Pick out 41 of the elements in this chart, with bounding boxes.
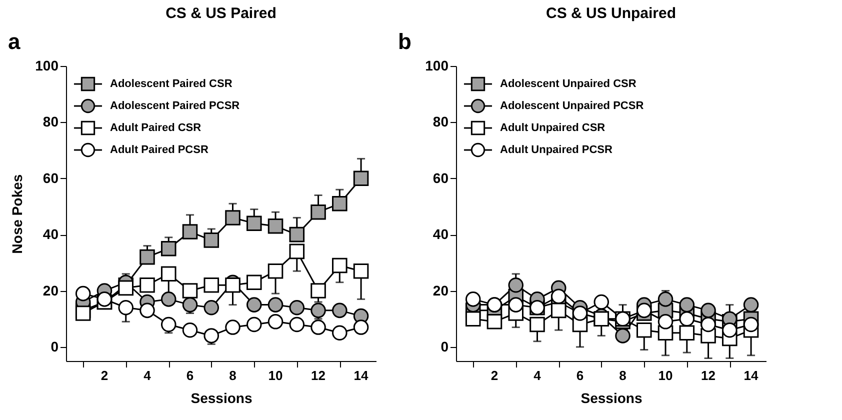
chart-title: CS & US Unpaired [546, 5, 676, 22]
x-axis-title: Sessions [580, 390, 642, 406]
legend-label: Adolescent Paired CSR [110, 78, 232, 90]
x-tick-label: 8 [619, 368, 626, 383]
y-tick-label: 0 [440, 338, 449, 354]
legend-label: Adolescent Paired PCSR [110, 100, 240, 112]
x-tick-label: 8 [229, 368, 236, 383]
x-tick-label: 4 [144, 368, 152, 383]
x-tick-label: 2 [100, 368, 108, 383]
y-tick-label: 100 [425, 58, 449, 74]
x-tick-label: 6 [186, 368, 194, 383]
x-tick-label: 6 [576, 368, 584, 383]
y-tick-label: 60 [42, 170, 59, 186]
legend-label: Adult Unpaired CSR [500, 122, 606, 134]
legend-label: Adult Paired CSR [110, 122, 202, 134]
y-tick-label: 80 [42, 114, 59, 130]
y-axis-title: Nose Pokes [9, 174, 26, 254]
y-tick-label: 20 [42, 282, 59, 298]
y-tick-label: 20 [432, 282, 449, 298]
legend-label: Adolescent Unpaired CSR [500, 78, 636, 90]
x-tick-label: 10 [268, 368, 283, 383]
x-tick-label: 4 [534, 368, 542, 383]
x-tick-label: 10 [658, 368, 673, 383]
x-tick-label: 12 [311, 368, 326, 383]
text: b [398, 29, 412, 54]
legend-label: Adult Unpaired PCSR [500, 144, 613, 156]
legend-label: Adult Paired PCSR [110, 144, 208, 156]
y-tick-label: 40 [42, 226, 59, 242]
y-tick-label: 0 [50, 338, 59, 354]
x-tick-label: 14 [354, 368, 370, 383]
x-axis-title: Sessions [190, 390, 252, 406]
legend-label: Adolescent Unpaired PCSR [500, 100, 644, 112]
y-tick-label: 80 [432, 114, 449, 130]
y-tick-label: 40 [432, 226, 449, 242]
y-tick-label: 60 [432, 170, 449, 186]
y-tick-label: 100 [35, 58, 59, 74]
text: a [8, 29, 21, 54]
chart-title: CS & US Paired [166, 5, 276, 22]
x-tick-label: 2 [490, 368, 498, 383]
x-tick-label: 12 [701, 368, 716, 383]
x-tick-label: 14 [744, 368, 760, 383]
